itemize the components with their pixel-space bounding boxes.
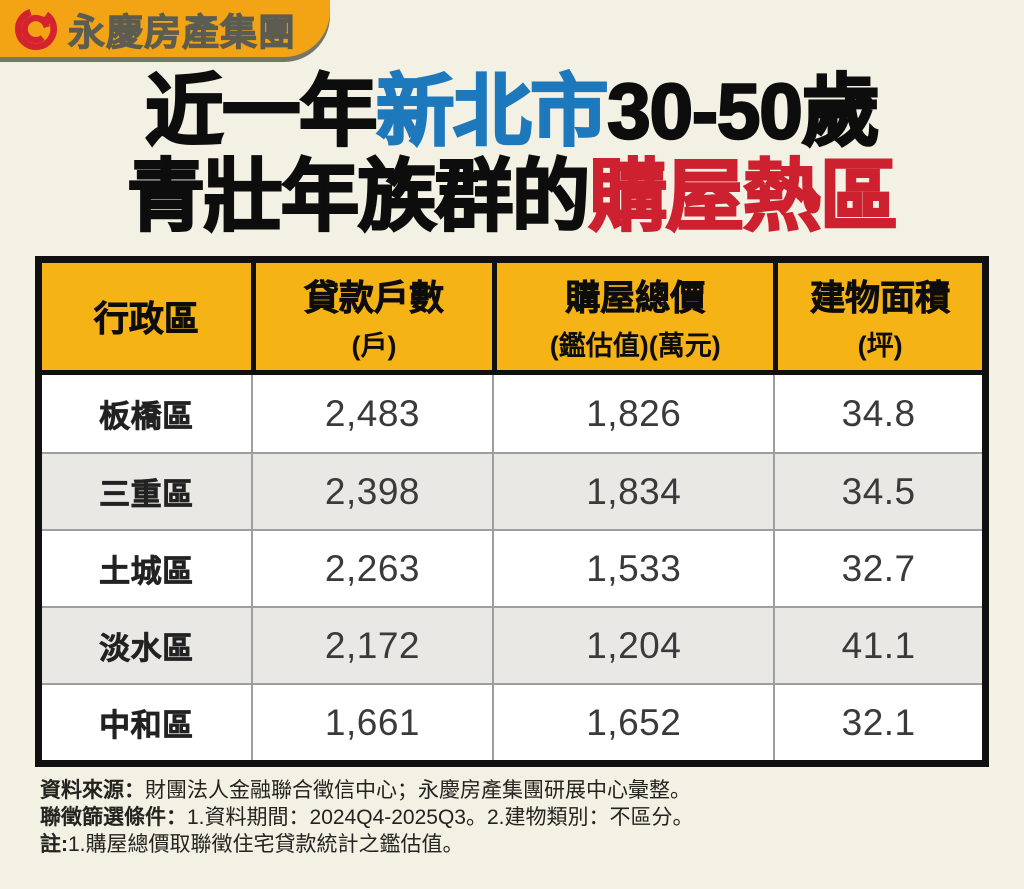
table-row: 淡水區 2,172 1,204 41.1 (42, 606, 982, 683)
brand-badge: 永慶房產集團 (0, 0, 330, 57)
note-lead: 註: (40, 833, 68, 856)
table-header-row: 行政區 貸款戶數 (戶) 購屋總價 (鑑估值)(萬元) 建物面積 (坪) (42, 263, 982, 375)
page-title: 近一年新北市30-50歲 青壯年族群的購屋熱區 (0, 67, 1024, 240)
cell-area: 32.7 (773, 531, 982, 606)
infographic-page: 永慶房產集團 近一年新北市30-50歲 青壯年族群的購屋熱區 行政區 貸款戶數 … (0, 0, 1024, 858)
title-line-1: 近一年新北市30-50歲 (0, 67, 1024, 155)
brand-name: 永慶房產集團 (68, 11, 296, 53)
cell-price: 1,826 (492, 375, 773, 452)
table-row: 板橋區 2,483 1,826 34.8 (42, 375, 982, 452)
col-header-district: 行政區 (93, 300, 199, 340)
cell-loans: 2,483 (250, 375, 493, 452)
cell-district: 中和區 (99, 708, 194, 744)
note-source: 資料來源：財團法人金融聯合徵信中心；永慶房產集團研展中心彙整。 (40, 777, 1024, 804)
cell-district: 三重區 (99, 477, 194, 513)
note-text: 1.購屋總價取聯徵住宅貸款統計之鑑估值。 (68, 833, 464, 856)
data-table: 行政區 貸款戶數 (戶) 購屋總價 (鑑估值)(萬元) 建物面積 (坪) 板橋區… (35, 256, 989, 767)
footnotes: 資料來源：財團法人金融聯合徵信中心；永慶房產集團研展中心彙整。 聯徵篩選條件：1… (40, 777, 1024, 858)
cell-price: 1,652 (492, 685, 773, 760)
note-lead: 資料來源： (40, 779, 145, 802)
title-line-2: 青壯年族群的購屋熱區 (0, 152, 1024, 240)
cell-price: 1,533 (492, 531, 773, 606)
title-segment-red: 購屋熱區 (588, 152, 900, 240)
note-criteria: 聯徵篩選條件：1.資料期間：2024Q4-2025Q3。2.建物類別：不區分。 (40, 804, 1024, 831)
title-segment-black: 近一年 (144, 67, 379, 155)
note-text: 財團法人金融聯合徵信中心；永慶房產集團研展中心彙整。 (145, 779, 691, 802)
title-segment-black: 30-50歲 (606, 67, 881, 155)
cell-area: 41.1 (773, 608, 982, 683)
cell-loans: 1,661 (250, 685, 493, 760)
table-row: 三重區 2,398 1,834 34.5 (42, 452, 982, 529)
note-remark: 註:1.購屋總價取聯徵住宅貸款統計之鑑估值。 (40, 831, 1024, 858)
cell-loans: 2,398 (250, 454, 493, 529)
title-segment-black: 青壯年族群的 (126, 152, 592, 240)
table-row: 土城區 2,263 1,533 32.7 (42, 529, 982, 606)
cell-price: 1,834 (492, 454, 773, 529)
note-text: 1.資料期間：2024Q4-2025Q3。2.建物類別：不區分。 (187, 806, 694, 829)
table-row: 中和區 1,661 1,652 32.1 (42, 683, 982, 760)
yungching-logo-icon (13, 6, 59, 52)
col-header-area: 建物面積 (坪) (773, 263, 982, 370)
cell-loans: 2,172 (250, 608, 493, 683)
cell-price: 1,204 (492, 608, 773, 683)
cell-area: 32.1 (773, 685, 982, 760)
col-header-price: 購屋總價 (鑑估值)(萬元) (492, 263, 773, 370)
title-segment-blue: 新北市 (375, 67, 610, 155)
col-header-loans: 貸款戶數 (戶) (250, 263, 493, 370)
cell-area: 34.5 (773, 454, 982, 529)
cell-district: 土城區 (99, 554, 194, 590)
cell-district: 淡水區 (99, 631, 194, 667)
cell-loans: 2,263 (250, 531, 493, 606)
note-lead: 聯徵篩選條件： (40, 806, 187, 829)
cell-district: 板橋區 (99, 399, 194, 435)
cell-area: 34.8 (773, 375, 982, 452)
